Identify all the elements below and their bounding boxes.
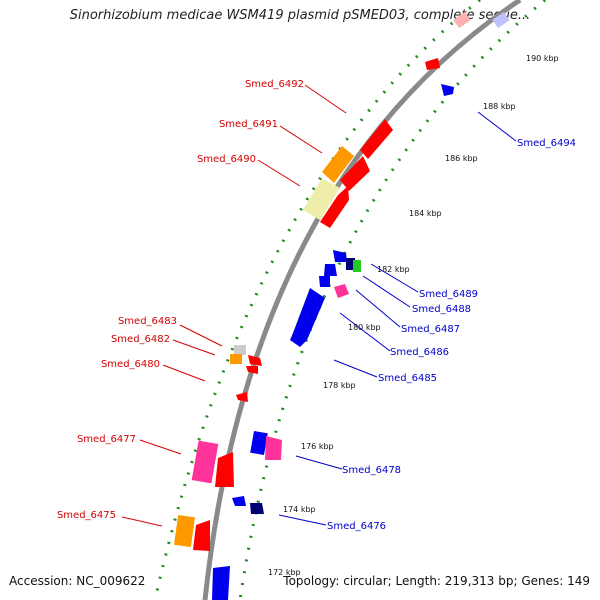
- pos-178: 178 kbp: [323, 381, 356, 390]
- gene-smed-6481: [246, 366, 258, 374]
- gene-smed-6487: [334, 284, 349, 298]
- pos-184: 184 kbp: [409, 209, 442, 218]
- gene-smed-6490: [303, 178, 340, 220]
- gene-smed-6488: [324, 264, 337, 276]
- gene-faint-1: [453, 11, 471, 29]
- gene-smed-6482-red: [248, 355, 262, 366]
- leader-6486: [339, 312, 391, 352]
- gene-smed-6476-blue: [232, 496, 246, 506]
- gene-smed-6489-blue: [333, 250, 347, 262]
- gene-smed-6489-green: [353, 260, 361, 272]
- map-title: Sinorhizobium medicae WSM419 plasmid pSM…: [69, 8, 531, 23]
- label-smed-6483: Smed_6483: [118, 316, 177, 327]
- pos-188: 188 kbp: [483, 102, 516, 111]
- label-smed-6482: Smed_6482: [111, 334, 170, 345]
- gene-smed-6477-magenta: [191, 440, 219, 484]
- gene-smed-6491: [322, 146, 354, 183]
- label-smed-6488: Smed_6488: [412, 304, 471, 315]
- leader-6488: [362, 275, 411, 308]
- label-smed-6494: Smed_6494: [517, 138, 576, 149]
- reverse-genes: [173, 58, 440, 551]
- pos-182: 182 kbp: [377, 265, 410, 274]
- inner-tick-track: [238, 0, 546, 600]
- pos-190: 190 kbp: [526, 54, 559, 63]
- label-smed-6475: Smed_6475: [57, 510, 116, 521]
- gene-smed-6492: [360, 119, 393, 159]
- tick-tracks: [153, 0, 546, 600]
- forward-gene-labels: Smed_6494 Smed_6489 Smed_6488 Smed_6487 …: [327, 138, 576, 532]
- label-smed-6478: Smed_6478: [342, 465, 401, 476]
- gene-smed-6482: [230, 354, 242, 364]
- leader-6482: [172, 339, 216, 356]
- leader-6487: [355, 289, 401, 328]
- gene-smed-6480: [236, 392, 248, 402]
- label-smed-6485: Smed_6485: [378, 373, 437, 384]
- gene-bottom-blue: [212, 566, 230, 600]
- label-smed-6491: Smed_6491: [219, 119, 278, 130]
- gene-smed-6483: [234, 345, 246, 355]
- gene-smed-6477-arrow: [215, 452, 234, 487]
- leader-6485: [333, 359, 378, 378]
- gene-smed-6478-blue: [250, 430, 268, 456]
- gene-smed-6478-arrow: [265, 436, 282, 460]
- leader-6476: [278, 514, 327, 526]
- gene-faint-2: [492, 11, 510, 29]
- leader-lines: [121, 84, 517, 527]
- gene-smed-6486: [290, 288, 325, 347]
- label-smed-6487: Smed_6487: [401, 324, 460, 335]
- pos-172: 172 kbp: [268, 568, 301, 577]
- leader-6491: [279, 125, 323, 154]
- label-smed-6476: Smed_6476: [327, 521, 386, 532]
- summary-text: Topology: circular; Length: 219,313 bp; …: [283, 574, 590, 588]
- gene-smed-6475-orange: [173, 515, 196, 548]
- label-smed-6490: Smed_6490: [197, 154, 256, 165]
- gene-smed-6489-navy: [346, 258, 355, 270]
- leader-6489: [370, 263, 419, 293]
- pos-174: 174 kbp: [283, 505, 316, 514]
- label-smed-6489: Smed_6489: [419, 289, 478, 300]
- outer-tick-track: [153, 0, 481, 600]
- gene-smed-6490-arrow: [320, 186, 349, 228]
- pos-180: 180 kbp: [348, 323, 381, 332]
- leader-6480: [162, 364, 206, 382]
- leader-6475: [121, 516, 163, 527]
- gene-smed-6488-b: [319, 276, 330, 287]
- leader-6483: [179, 324, 223, 347]
- pos-176: 176 kbp: [301, 442, 334, 451]
- pos-186: 186 kbp: [445, 154, 478, 163]
- position-labels: 190 kbp 188 kbp 186 kbp 184 kbp 182 kbp …: [268, 54, 559, 577]
- label-smed-6480: Smed_6480: [101, 359, 160, 370]
- accession-text: Accession: NC_009622: [9, 574, 146, 588]
- faint-genes: [453, 11, 510, 29]
- gene-smed-6475-arrow: [193, 520, 210, 551]
- label-smed-6492: Smed_6492: [245, 79, 304, 90]
- leader-6478: [295, 455, 343, 470]
- leader-6490: [257, 159, 301, 187]
- reverse-gene-labels: Smed_6492 Smed_6491 Smed_6490 Smed_6483 …: [57, 79, 304, 521]
- gene-smed-6490-right: [340, 156, 370, 191]
- forward-genes: [212, 84, 454, 600]
- leader-6492: [304, 84, 347, 114]
- leader-6477: [139, 439, 182, 455]
- label-smed-6477: Smed_6477: [77, 434, 136, 445]
- gene-small-blue-1: [441, 84, 454, 96]
- gene-smed-6476-navy: [250, 503, 264, 514]
- leader-6494: [477, 111, 517, 142]
- label-smed-6486: Smed_6486: [390, 347, 449, 358]
- gene-small-red-1: [425, 58, 440, 70]
